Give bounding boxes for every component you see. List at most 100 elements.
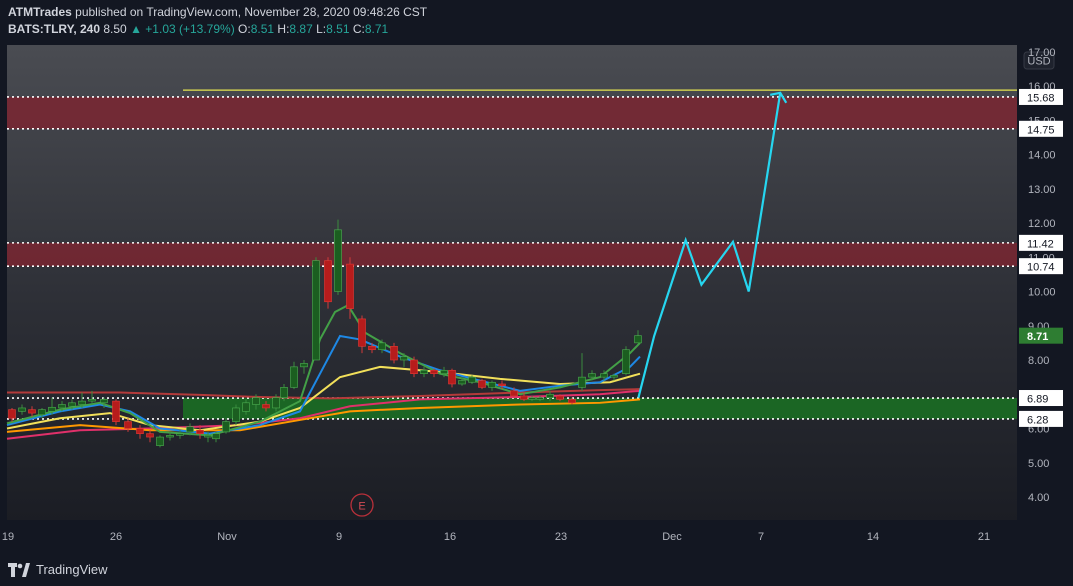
candle[interactable] bbox=[488, 380, 496, 391]
candle[interactable] bbox=[242, 399, 250, 415]
publisher-name[interactable]: ATMTrades bbox=[8, 5, 72, 19]
candle[interactable] bbox=[300, 360, 308, 374]
zone-resistance-1[interactable] bbox=[7, 242, 1017, 267]
candle[interactable] bbox=[146, 430, 154, 443]
projection-path[interactable] bbox=[637, 92, 782, 398]
candle[interactable] bbox=[536, 395, 544, 402]
open-value: 8.51 bbox=[250, 22, 275, 36]
candle[interactable] bbox=[136, 425, 144, 439]
last-price-badge[interactable] bbox=[1019, 327, 1063, 344]
candle-body bbox=[186, 426, 194, 433]
candle-body bbox=[196, 429, 204, 434]
price-label-badge[interactable] bbox=[1019, 410, 1063, 427]
ma-10-line[interactable] bbox=[6, 334, 641, 435]
candle[interactable] bbox=[420, 366, 428, 378]
candle[interactable] bbox=[478, 378, 486, 390]
symbol-name[interactable]: BATS:TLRY, 240 bbox=[8, 22, 101, 36]
price-label-text: 10.74 bbox=[1027, 262, 1055, 274]
candle[interactable] bbox=[568, 397, 576, 405]
candle[interactable] bbox=[556, 394, 564, 402]
price-chart[interactable]: E USD4.005.006.007.008.009.0010.0011.001… bbox=[0, 0, 1073, 555]
candle[interactable] bbox=[458, 377, 466, 386]
earnings-marker[interactable] bbox=[350, 493, 374, 517]
candle[interactable] bbox=[346, 257, 354, 319]
candle[interactable] bbox=[196, 425, 204, 439]
candle[interactable] bbox=[324, 257, 332, 309]
x-tick-label: 23 bbox=[555, 531, 567, 543]
projection-arrow-head[interactable] bbox=[770, 91, 788, 104]
price-label-badge[interactable] bbox=[1019, 390, 1063, 407]
candle[interactable] bbox=[48, 397, 56, 415]
candle[interactable] bbox=[358, 315, 366, 354]
candle[interactable] bbox=[390, 342, 398, 364]
ma-50-line[interactable] bbox=[6, 398, 641, 433]
candle[interactable] bbox=[312, 257, 320, 361]
candle[interactable] bbox=[510, 387, 518, 398]
candle[interactable] bbox=[124, 418, 132, 432]
price-label-badge[interactable] bbox=[1019, 88, 1063, 105]
zone-resistance-0[interactable] bbox=[7, 96, 1017, 129]
candle[interactable] bbox=[186, 423, 194, 436]
candle[interactable] bbox=[448, 368, 456, 388]
candle[interactable] bbox=[100, 397, 108, 408]
candle[interactable] bbox=[378, 339, 386, 354]
candle[interactable] bbox=[262, 401, 270, 412]
candle[interactable] bbox=[88, 390, 96, 405]
candle[interactable] bbox=[204, 431, 212, 443]
candle[interactable] bbox=[156, 435, 164, 448]
price-label-badge[interactable] bbox=[1019, 120, 1063, 137]
candle[interactable] bbox=[112, 399, 120, 426]
candle[interactable] bbox=[588, 370, 596, 381]
candle-body bbox=[300, 363, 308, 368]
candle[interactable] bbox=[212, 431, 220, 443]
candle[interactable] bbox=[578, 353, 586, 391]
candle-body bbox=[578, 376, 586, 388]
candle[interactable] bbox=[528, 395, 536, 402]
candle[interactable] bbox=[468, 375, 476, 384]
candle[interactable] bbox=[610, 373, 618, 381]
candle[interactable] bbox=[600, 370, 608, 381]
candle[interactable] bbox=[290, 361, 298, 390]
candle[interactable] bbox=[368, 342, 376, 354]
last-price: 8.50 bbox=[103, 22, 127, 36]
candle[interactable] bbox=[222, 418, 230, 434]
candle[interactable] bbox=[28, 406, 36, 417]
candle[interactable] bbox=[400, 353, 408, 367]
price-label-text: 14.75 bbox=[1027, 124, 1055, 136]
candle[interactable] bbox=[166, 431, 174, 441]
price-label-badge[interactable] bbox=[1019, 234, 1063, 251]
candle[interactable] bbox=[68, 399, 76, 410]
candle-body bbox=[528, 397, 536, 400]
candle[interactable] bbox=[430, 368, 438, 378]
candle[interactable] bbox=[252, 394, 260, 410]
candle[interactable] bbox=[546, 390, 554, 402]
y-tick-label: 4.00 bbox=[1028, 492, 1049, 504]
candle-body bbox=[136, 428, 144, 434]
zone-support-2[interactable] bbox=[183, 398, 1017, 419]
candle[interactable] bbox=[272, 394, 280, 412]
price-label-badge[interactable] bbox=[1019, 258, 1063, 275]
candle-body bbox=[334, 229, 342, 292]
candle[interactable] bbox=[38, 407, 46, 419]
candle-body bbox=[556, 395, 564, 400]
candle[interactable] bbox=[634, 330, 642, 344]
candle[interactable] bbox=[622, 346, 630, 376]
candle[interactable] bbox=[18, 404, 26, 415]
ma-200-line[interactable] bbox=[7, 388, 641, 400]
candle[interactable] bbox=[334, 219, 342, 295]
currency-badge[interactable] bbox=[1023, 51, 1055, 70]
candle[interactable] bbox=[78, 392, 86, 408]
candle[interactable] bbox=[280, 383, 288, 402]
y-tick-label: 5.00 bbox=[1028, 458, 1049, 470]
candle[interactable] bbox=[498, 380, 506, 390]
candle[interactable] bbox=[410, 356, 418, 378]
tradingview-logo[interactable]: TradingView bbox=[8, 562, 108, 577]
candle-body bbox=[222, 421, 230, 433]
candle[interactable] bbox=[58, 401, 66, 412]
candle[interactable] bbox=[520, 392, 528, 402]
candle[interactable] bbox=[8, 407, 16, 422]
ma-5-line[interactable] bbox=[6, 303, 641, 437]
candle[interactable] bbox=[176, 430, 184, 439]
candle[interactable] bbox=[232, 404, 240, 426]
candle[interactable] bbox=[440, 366, 448, 378]
